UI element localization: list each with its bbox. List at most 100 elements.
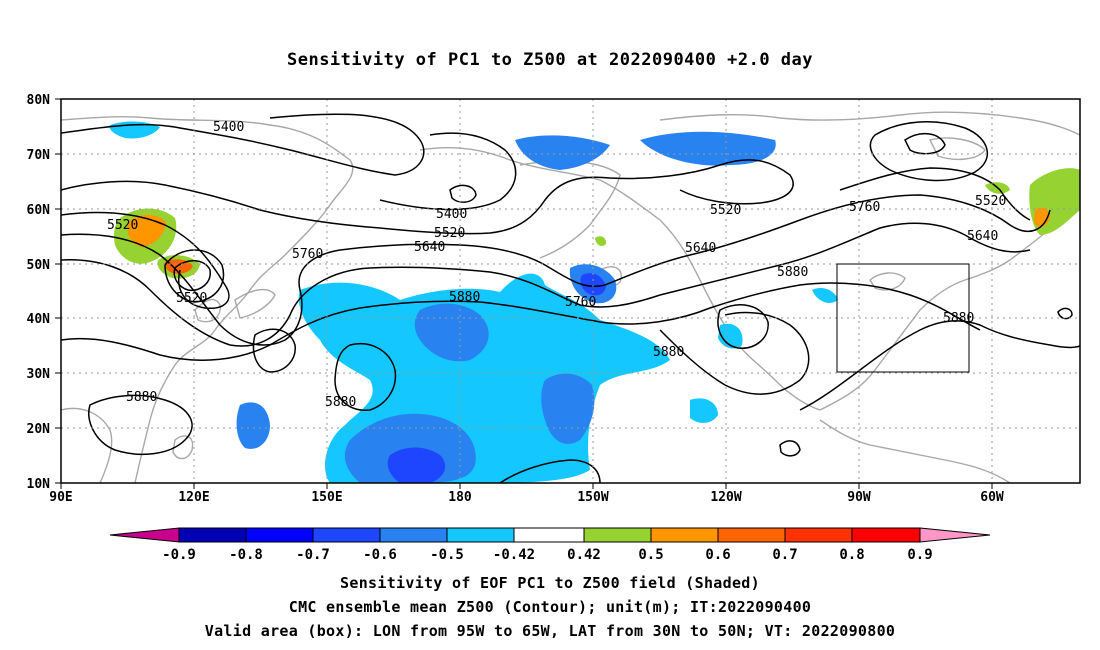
contour-5880-e [799,320,1080,411]
contour-5520-b [61,211,230,309]
lat-label: 50N [27,258,51,273]
colorbar-pos-tail [919,527,991,543]
north-america-west-coast [419,146,821,411]
contour-5640 [61,194,1051,346]
contour-5880-b [88,394,193,456]
lon-label: 180 [448,490,472,505]
shading-blue-central-pacific [541,373,595,444]
contour-label: 5880 [325,395,356,410]
z500-contours [61,113,1080,483]
korea-coast [194,298,221,323]
colorbar-segment [312,527,381,543]
colorbar-tick-label: -0.6 [363,547,397,563]
gulf-coast [819,419,1011,483]
lat-label: 80N [27,93,51,108]
colorbar-segment [650,527,719,543]
contour-labels: 5400 5400 5520 5520 5520 5520 5520 5640 … [107,120,1006,410]
colorbar-segment [717,527,786,543]
shading-light-blue-west-coast [718,323,743,349]
contour-label: 5640 [967,229,998,244]
map-frame [60,98,1081,484]
colorbar-segment [178,527,247,543]
colorbar-segment [245,527,314,543]
contour-label: 5520 [107,218,138,233]
colorbar-neg-tail [109,527,180,543]
colorbar-tick-label: 0.6 [705,547,730,563]
colorbar-segment [851,527,921,543]
shading-green-small [595,236,607,246]
colorbar-labels: -0.9 -0.8 -0.7 -0.6 -0.5 -0.42 0.42 0.5 … [162,547,933,563]
contour-label: 5520 [975,194,1006,209]
lon-label: 150W [577,490,608,505]
contour-label: 5880 [449,290,480,305]
colorbar-segment [446,527,515,543]
figure-title: Sensitivity of PC1 to Z500 at 2022090400… [286,50,813,70]
caption-line-1: Sensitivity of EOF PC1 to Z500 field (Sh… [340,574,760,592]
lat-label: 10N [27,477,51,492]
colorbar-tick-label: -0.42 [493,547,535,563]
contour-label: 5880 [126,390,157,405]
contour-5880-d [659,311,810,395]
contour-5880-f [252,328,296,373]
lat-label: 40N [27,312,51,327]
contour-label: 5520 [710,203,741,218]
philippines-coast [172,435,194,460]
lon-label: 60W [980,490,1004,505]
valid-area-box [836,263,970,373]
contour-5520-c [839,167,1031,221]
colorbar-tick-label: 0.9 [907,547,932,563]
contour-5520-a [61,159,794,235]
contour-low-canada [869,121,989,182]
asia-coast [61,116,354,483]
colorbar-segment [379,527,448,543]
contour-5880-a [61,282,981,361]
great-lakes [869,272,906,291]
longitude-labels: 90E 120E 150E 180 150W 120W 90W 60W [49,490,1004,505]
colorbar-segment [784,527,853,543]
gridlines [61,99,1080,483]
latitude-labels: 80N 70N 60N 50N 40N 30N 20N 10N [27,93,51,492]
lon-label: 120E [178,490,209,505]
contour-label: 5760 [292,247,323,262]
shading-orange-atlantic [1034,207,1050,227]
contour-label: 5400 [213,120,244,135]
colorbar-tick-label: 0.42 [567,547,601,563]
lon-label: 120W [710,490,741,505]
contour-label: 5880 [777,265,808,280]
shading-orange-manchuria [164,259,193,274]
colorbar-tick-label: 0.8 [839,547,864,563]
contour-5880-g [717,304,769,349]
caption-line-3: Valid area (box): LON from 95W to 65W, L… [204,622,896,640]
caption-line-2: CMC ensemble mean Z500 (Contour); unit(m… [288,598,812,616]
colorbar-tick-label: -0.5 [430,547,464,563]
lat-label: 60N [27,203,51,218]
indochina-coast [61,407,113,483]
colorbar-tick-label: -0.8 [229,547,263,563]
contour-label: 5880 [653,345,684,360]
lat-label: 70N [27,148,51,163]
shading-light-blue-east-pacific [690,398,718,423]
lat-label: 20N [27,422,51,437]
contour-label: 5640 [685,241,716,256]
contour-small-atlantic [1057,307,1073,320]
arctic-coast [659,111,1080,136]
lon-label: 90E [49,490,72,505]
colorbar: -0.9 -0.8 -0.7 -0.6 -0.5 -0.42 0.42 0.5 … [109,527,991,563]
contour-label: 5640 [414,240,445,255]
contour-small-caribbean [779,440,801,457]
japan-coast [234,288,276,319]
colorbar-tick-label: -0.7 [296,547,330,563]
colorbar-segment [513,527,585,543]
contour-label: 5760 [565,295,596,310]
contour-label: 5760 [849,200,880,215]
contour-closed-bering [449,184,477,203]
colorbar-tick-label: -0.9 [162,547,196,563]
hudson-bay-coast [928,137,986,161]
colorbar-segment [583,527,652,543]
contour-low-manchuria-1 [164,249,225,303]
shading-orange-siberia [127,214,166,247]
contour-5880-c [334,343,397,411]
map-panel: 5400 5400 5520 5520 5520 5520 5520 5640 … [27,93,1081,505]
lon-label: 150E [311,490,342,505]
